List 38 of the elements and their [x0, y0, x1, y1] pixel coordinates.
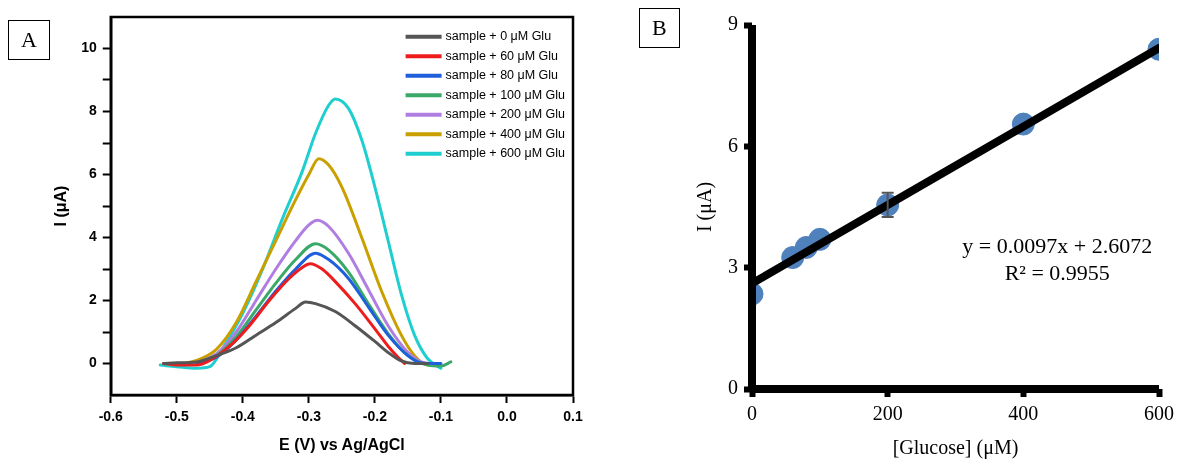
x-tick-label: 600	[1144, 402, 1174, 425]
y-tick-label: 4	[88, 228, 97, 245]
x-tick-label: -0.5	[164, 408, 190, 425]
x-tick-label: -0.2	[362, 408, 388, 425]
chart-title: B	[639, 8, 680, 48]
x-tick-label: 0.1	[563, 408, 583, 425]
line-series	[162, 300, 430, 365]
legend-label: sample + 200 μM Glu	[445, 107, 566, 122]
legend-label: sample + 0 μM Glu	[445, 29, 552, 44]
annotation: R² = 0.9955	[1004, 259, 1110, 285]
y-tick-label: 2	[88, 291, 97, 308]
y-axis-title: I (μA)	[52, 185, 70, 227]
y-tick-label: 0	[88, 354, 97, 371]
y-axis-title: I (μA)	[693, 181, 717, 233]
legend-label: sample + 600 μM Glu	[445, 146, 566, 161]
y-tick-label: 6	[728, 133, 738, 156]
x-tick-label: 400	[1008, 402, 1039, 425]
legend-label: sample + 100 μM Glu	[445, 87, 566, 102]
x-tick-label: -0.3	[296, 408, 322, 425]
x-axis-title: [Glucose] (μM)	[892, 436, 1019, 460]
x-tick-label: -0.1	[428, 408, 454, 425]
x-tick-label: -0.6	[98, 408, 124, 425]
legend-label: sample + 400 μM Glu	[445, 126, 566, 141]
annotation: y = 0.0097x + 2.6072	[962, 232, 1153, 258]
x-tick-label: 0	[747, 402, 757, 425]
legend-label: sample + 60 μM Glu	[445, 48, 559, 63]
y-tick-label: 6	[88, 165, 97, 182]
x-tick-label: 200	[872, 402, 903, 425]
y-tick-label: 10	[81, 39, 97, 56]
y-tick-label: 0	[728, 376, 738, 399]
y-tick-label: 8	[88, 102, 97, 119]
x-axis-title: E (V) vs Ag/AgCl	[279, 435, 405, 453]
y-tick-label: 3	[728, 254, 738, 277]
text: A	[8, 20, 50, 60]
x-tick-label: -0.4	[230, 408, 256, 425]
y-tick-label: 9	[728, 12, 738, 35]
legend-label: sample + 80 μM Glu	[445, 68, 559, 83]
x-tick-label: 0.0	[497, 408, 517, 425]
